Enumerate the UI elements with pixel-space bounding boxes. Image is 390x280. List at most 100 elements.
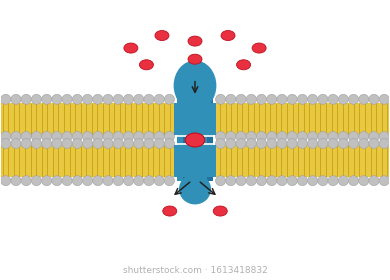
- Circle shape: [188, 36, 202, 46]
- FancyBboxPatch shape: [174, 103, 216, 135]
- Ellipse shape: [124, 94, 133, 104]
- Ellipse shape: [72, 139, 82, 148]
- Ellipse shape: [318, 176, 328, 186]
- Ellipse shape: [144, 132, 154, 141]
- Ellipse shape: [62, 94, 72, 104]
- Ellipse shape: [62, 176, 72, 186]
- Ellipse shape: [257, 139, 266, 148]
- Ellipse shape: [103, 132, 113, 141]
- Ellipse shape: [21, 176, 31, 186]
- Ellipse shape: [83, 132, 93, 141]
- Ellipse shape: [83, 94, 93, 104]
- Ellipse shape: [287, 176, 297, 186]
- Ellipse shape: [134, 132, 144, 141]
- Ellipse shape: [369, 94, 379, 104]
- Ellipse shape: [277, 132, 287, 141]
- Ellipse shape: [297, 132, 307, 141]
- Ellipse shape: [216, 139, 226, 148]
- Ellipse shape: [287, 94, 297, 104]
- Ellipse shape: [349, 132, 359, 141]
- Ellipse shape: [93, 94, 103, 104]
- Ellipse shape: [267, 132, 277, 141]
- FancyBboxPatch shape: [186, 136, 204, 144]
- Ellipse shape: [338, 139, 348, 148]
- Ellipse shape: [93, 132, 103, 141]
- Ellipse shape: [144, 94, 154, 104]
- Ellipse shape: [236, 132, 246, 141]
- Ellipse shape: [52, 176, 62, 186]
- Ellipse shape: [1, 132, 11, 141]
- Ellipse shape: [226, 176, 236, 186]
- Text: shutterstock.com · 1613418832: shutterstock.com · 1613418832: [122, 266, 268, 275]
- Ellipse shape: [42, 176, 52, 186]
- Ellipse shape: [124, 132, 133, 141]
- Ellipse shape: [226, 94, 236, 104]
- Ellipse shape: [113, 139, 123, 148]
- Ellipse shape: [164, 132, 174, 141]
- Circle shape: [124, 43, 138, 53]
- Ellipse shape: [113, 176, 123, 186]
- Ellipse shape: [308, 94, 318, 104]
- Ellipse shape: [144, 176, 154, 186]
- Ellipse shape: [338, 176, 348, 186]
- Circle shape: [221, 31, 235, 41]
- Ellipse shape: [21, 139, 31, 148]
- Ellipse shape: [83, 176, 93, 186]
- Ellipse shape: [257, 94, 266, 104]
- Ellipse shape: [379, 139, 389, 148]
- Ellipse shape: [31, 176, 41, 186]
- Ellipse shape: [83, 139, 93, 148]
- Ellipse shape: [62, 132, 72, 141]
- Ellipse shape: [179, 174, 211, 204]
- Ellipse shape: [154, 176, 164, 186]
- Circle shape: [163, 206, 177, 216]
- Ellipse shape: [62, 139, 72, 148]
- Ellipse shape: [277, 176, 287, 186]
- FancyBboxPatch shape: [1, 145, 389, 177]
- Ellipse shape: [134, 94, 144, 104]
- Ellipse shape: [277, 139, 287, 148]
- Ellipse shape: [52, 94, 62, 104]
- Ellipse shape: [31, 139, 41, 148]
- Circle shape: [213, 206, 227, 216]
- Ellipse shape: [308, 176, 318, 186]
- Ellipse shape: [379, 94, 389, 104]
- FancyBboxPatch shape: [183, 99, 190, 181]
- Ellipse shape: [164, 94, 174, 104]
- FancyBboxPatch shape: [177, 99, 213, 181]
- Ellipse shape: [216, 132, 226, 141]
- Ellipse shape: [287, 132, 297, 141]
- Ellipse shape: [236, 94, 246, 104]
- Circle shape: [237, 60, 250, 70]
- Ellipse shape: [277, 94, 287, 104]
- Ellipse shape: [124, 176, 133, 186]
- Ellipse shape: [11, 139, 21, 148]
- Ellipse shape: [236, 176, 246, 186]
- Ellipse shape: [267, 176, 277, 186]
- Ellipse shape: [72, 132, 82, 141]
- Ellipse shape: [21, 94, 31, 104]
- Ellipse shape: [216, 176, 226, 186]
- Ellipse shape: [93, 139, 103, 148]
- Ellipse shape: [52, 139, 62, 148]
- FancyBboxPatch shape: [1, 103, 389, 135]
- Ellipse shape: [164, 139, 174, 148]
- Ellipse shape: [369, 176, 379, 186]
- Ellipse shape: [42, 132, 52, 141]
- Ellipse shape: [328, 139, 338, 148]
- Circle shape: [252, 43, 266, 53]
- Ellipse shape: [246, 176, 256, 186]
- Ellipse shape: [359, 139, 369, 148]
- Ellipse shape: [1, 94, 11, 104]
- Ellipse shape: [52, 132, 62, 141]
- Ellipse shape: [246, 139, 256, 148]
- Ellipse shape: [31, 132, 41, 141]
- Ellipse shape: [236, 139, 246, 148]
- Ellipse shape: [349, 176, 359, 186]
- Ellipse shape: [1, 139, 11, 148]
- FancyBboxPatch shape: [174, 145, 216, 177]
- Ellipse shape: [328, 94, 338, 104]
- Ellipse shape: [338, 132, 348, 141]
- Circle shape: [185, 133, 205, 147]
- Ellipse shape: [31, 94, 41, 104]
